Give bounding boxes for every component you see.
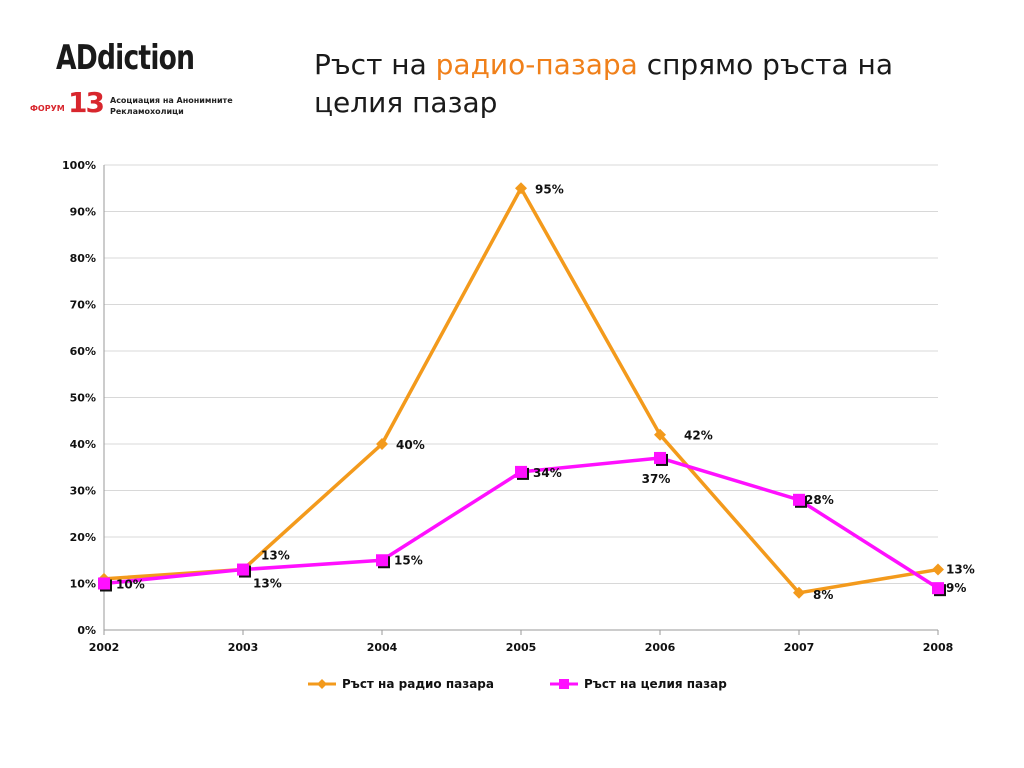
data-label: 34%	[533, 466, 562, 480]
x-tick-label: 2008	[923, 641, 954, 654]
data-label: 37%	[642, 472, 671, 486]
data-label: 9%	[946, 581, 966, 595]
title-accent: радио-пазара	[435, 48, 638, 81]
y-tick-label: 90%	[70, 206, 96, 219]
logo-forum-label: ФОРУМ	[30, 104, 65, 113]
data-point	[932, 563, 944, 576]
slide-title: Ръст на радио-пазара спрямо ръста на цел…	[314, 46, 974, 122]
x-tick-label: 2007	[784, 641, 815, 654]
x-tick-label: 2005	[506, 641, 537, 654]
y-tick-label: 20%	[70, 531, 96, 544]
data-point	[932, 582, 944, 595]
data-label: 42%	[684, 429, 713, 443]
legend-marker	[559, 679, 569, 689]
data-label: 10%	[116, 578, 145, 592]
data-label: 13%	[946, 563, 975, 577]
data-point	[376, 438, 388, 450]
y-tick-label: 10%	[70, 578, 96, 591]
legend-label: Ръст на радио пазара	[342, 677, 494, 691]
data-point	[654, 451, 666, 464]
data-point	[515, 465, 527, 478]
data-label: 28%	[805, 493, 834, 507]
y-tick-label: 100%	[62, 159, 96, 172]
logo-number: 13	[68, 86, 105, 119]
y-tick-label: 0%	[77, 624, 96, 637]
data-point	[793, 493, 805, 506]
y-tick-label: 50%	[70, 392, 96, 405]
data-label: 15%	[394, 553, 423, 567]
data-label: 95%	[535, 182, 564, 196]
y-tick-label: 70%	[70, 299, 96, 312]
x-tick-label: 2003	[228, 641, 259, 654]
data-label: 40%	[396, 438, 425, 452]
logo-subtitle-line2: Рекламохолици	[110, 107, 184, 116]
data-label: 8%	[813, 588, 833, 602]
data-point	[237, 563, 249, 576]
data-point	[376, 554, 388, 567]
data-point	[654, 428, 666, 441]
y-tick-label: 80%	[70, 252, 96, 265]
logo: ADdiction ФОРУМ 13 Асоциация на Анонимни…	[28, 34, 248, 124]
x-tick-label: 2002	[89, 641, 120, 654]
data-label: 13%	[253, 577, 282, 591]
y-tick-label: 40%	[70, 438, 96, 451]
x-tick-label: 2006	[645, 641, 676, 654]
title-part1: Ръст на	[314, 48, 436, 81]
logo-subtitle-line1: Асоциация на Анонимните	[110, 96, 233, 105]
logo-wordmark: ADdiction	[56, 38, 195, 78]
legend-marker	[317, 679, 327, 689]
data-point	[793, 586, 805, 599]
data-point	[98, 577, 110, 590]
y-tick-label: 60%	[70, 345, 96, 358]
data-point	[515, 182, 527, 195]
x-tick-label: 2004	[367, 641, 398, 654]
y-tick-label: 30%	[70, 485, 96, 498]
legend-label: Ръст на целия пазар	[584, 677, 727, 691]
title-part2: спрямо ръста на целия пазар	[314, 48, 893, 119]
series-line-1	[103, 186, 939, 595]
data-label: 13%	[261, 549, 290, 563]
